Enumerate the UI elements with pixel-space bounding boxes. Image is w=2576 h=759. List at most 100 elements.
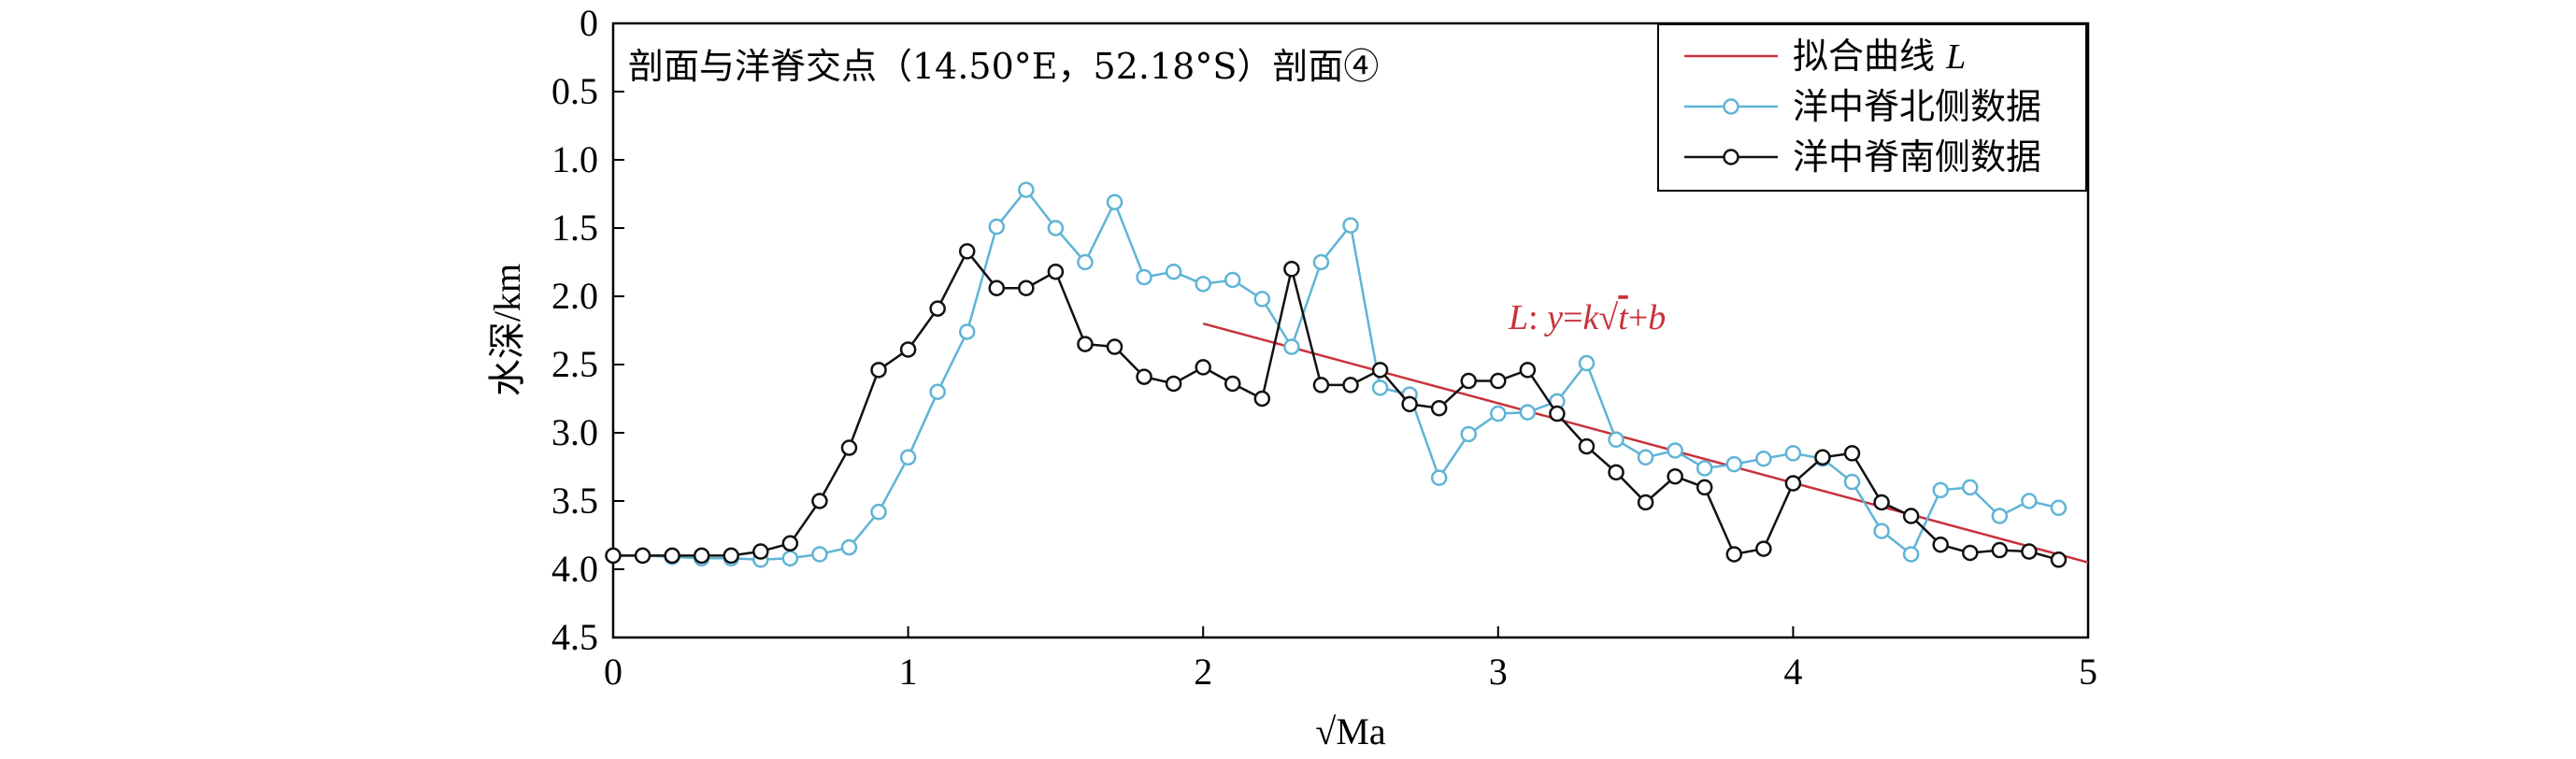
legend-swatch-marker: [1723, 149, 1739, 165]
data-point: [1165, 375, 1182, 393]
data-point: [664, 547, 680, 565]
x-axis: 0 1 2 3 4 5: [604, 626, 2097, 693]
fit-annotation: L: y=k√t+b: [1508, 298, 1666, 337]
data-point: [1784, 475, 1802, 492]
data-point: [1018, 181, 1035, 198]
series-line: [613, 249, 2059, 562]
data-point: [1253, 291, 1271, 308]
data-point: [1371, 362, 1389, 379]
data-point: [1932, 536, 1949, 553]
data-point: [958, 323, 976, 340]
data-point: [1991, 541, 2009, 559]
y-tick-label: 1.5: [551, 207, 598, 249]
data-point: [1962, 479, 1979, 496]
legend-swatch-marker: [1723, 98, 1739, 115]
series-1: [605, 181, 2068, 568]
data-point: [1342, 217, 1359, 234]
x-tick-label: 4: [1783, 651, 1802, 693]
data-point: [1667, 442, 1683, 459]
data-point: [693, 547, 710, 565]
data-point: [1755, 450, 1772, 467]
data-point: [1755, 540, 1772, 557]
data-point: [1253, 390, 1271, 408]
series-0: [1202, 322, 2089, 564]
data-point: [929, 300, 946, 317]
data-point: [1578, 437, 1596, 455]
data-point: [1401, 395, 1418, 413]
data-point: [1519, 362, 1537, 379]
data-point: [2021, 493, 2038, 509]
data-point: [1312, 253, 1330, 271]
data-point: [899, 449, 917, 466]
data-point: [1018, 279, 1035, 296]
x-tick-label: 3: [1489, 651, 1508, 693]
data-point: [1490, 372, 1507, 390]
data-point: [1843, 445, 1861, 462]
data-point: [1814, 449, 1831, 466]
data-point: [1077, 253, 1094, 271]
data-point: [1608, 464, 1624, 481]
y-tick-label: 1.0: [551, 138, 598, 180]
series-line: [613, 188, 2059, 562]
data-point: [1667, 467, 1683, 485]
x-tick-label: 0: [604, 651, 623, 693]
data-point: [1312, 377, 1330, 394]
x-tick-label: 2: [1194, 651, 1212, 693]
data-point: [1342, 377, 1359, 394]
x-axis-title: √Ma: [1315, 710, 1386, 752]
legend-label: 洋中脊南侧数据: [1793, 136, 2041, 178]
data-point: [870, 503, 887, 521]
data-point: [1195, 276, 1211, 293]
data-point: [1165, 263, 1182, 280]
data-point: [781, 535, 799, 552]
data-point: [929, 383, 946, 400]
data-point: [1696, 479, 1713, 496]
y-tick-label: 0: [580, 2, 598, 44]
data-point: [1224, 375, 1241, 393]
data-point: [1490, 405, 1507, 422]
data-point: [2050, 499, 2068, 517]
data-point: [634, 547, 651, 565]
data-point: [988, 218, 1006, 236]
x-tick-label: 1: [899, 651, 918, 693]
data-point: [1902, 546, 1920, 563]
data-point: [870, 362, 887, 379]
data-point: [1283, 261, 1300, 278]
legend-item: 洋中脊南侧数据: [1684, 136, 2041, 178]
y-tick-label: 4.5: [551, 616, 598, 658]
data-point: [811, 493, 828, 509]
data-point: [988, 279, 1006, 296]
data-point: [1283, 338, 1300, 355]
data-point: [958, 243, 976, 260]
data-point: [1047, 220, 1065, 236]
data-point: [1725, 546, 1743, 563]
data-point: [1106, 193, 1123, 211]
data-point: [1608, 431, 1624, 449]
x-tick-label: 5: [2079, 651, 2097, 693]
series-layer: [605, 181, 2089, 568]
data-point: [723, 547, 739, 565]
data-point: [2021, 543, 2038, 560]
data-point: [840, 538, 858, 556]
y-tick-label: 2.0: [551, 275, 598, 317]
data-point: [1962, 544, 1979, 562]
data-point: [1932, 481, 1949, 499]
data-point: [1136, 268, 1152, 286]
data-point: [1843, 473, 1861, 491]
data-point: [1991, 508, 2009, 524]
data-point: [811, 546, 828, 563]
y-tick-label: 3.0: [551, 411, 598, 453]
y-tick-label: 0.5: [551, 70, 598, 112]
legend-label: 拟合曲线 L: [1793, 36, 1966, 77]
y-tick-label: 4.0: [551, 548, 598, 590]
data-point: [1902, 508, 1920, 524]
legend-item: 洋中脊北侧数据: [1684, 86, 2041, 127]
data-point: [1578, 354, 1596, 372]
data-point: [2050, 551, 2068, 568]
y-axis: 0 0.5 1.0 1.5 2.0 2.5 3.0 3.5 4.0 4.5: [551, 2, 624, 658]
data-point: [1873, 523, 1890, 539]
data-point: [605, 547, 622, 565]
data-point: [1077, 336, 1094, 352]
